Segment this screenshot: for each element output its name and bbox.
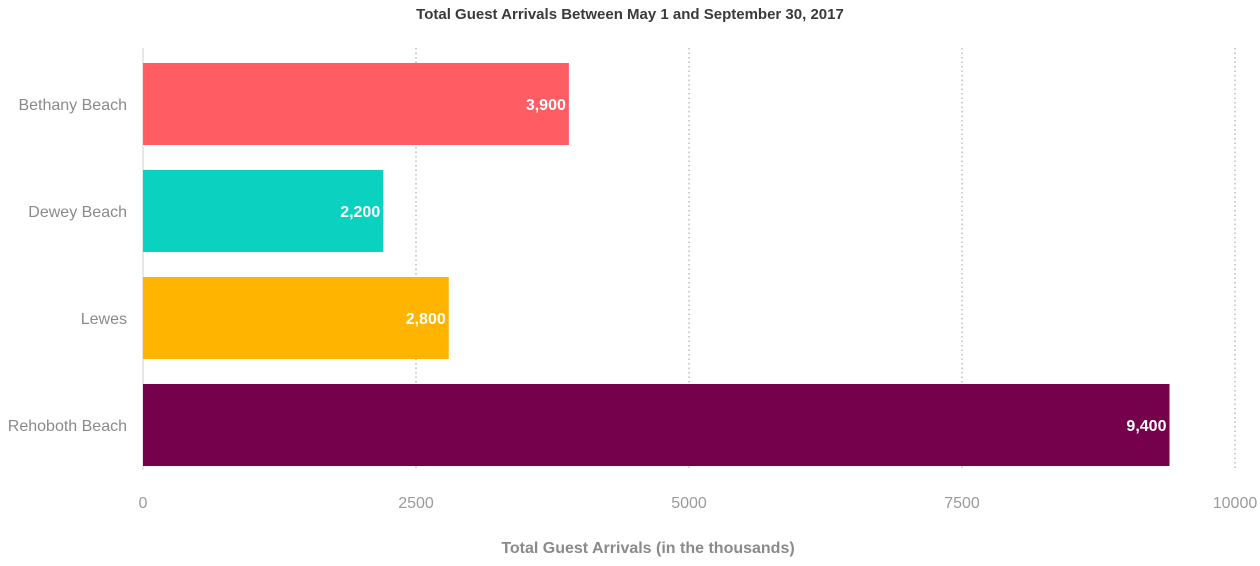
bar-value-label-1: 2,200 (340, 204, 380, 221)
category-label-1: Dewey Beach (28, 204, 127, 221)
bar-value-label-0: 3,900 (526, 97, 566, 114)
bar-value-label-3: 9,400 (1126, 418, 1166, 435)
x-tick-label-2: 5000 (671, 495, 707, 512)
x-tick-label-4: 10000 (1213, 495, 1258, 512)
x-tick-label-0: 0 (139, 495, 148, 512)
x-tick-label-1: 2500 (398, 495, 434, 512)
x-axis-title: Total Guest Arrivals (in the thousands) (501, 540, 795, 557)
bar-3 (143, 384, 1170, 466)
bar-0 (143, 63, 569, 145)
bar-value-label-2: 2,800 (406, 311, 446, 328)
x-tick-labels: 0 2500 5000 7500 10000 (139, 495, 1258, 512)
category-label-2: Lewes (81, 311, 127, 328)
category-label-3: Rehoboth Beach (8, 418, 127, 435)
bars: 3,900 2,200 2,800 9,400 (143, 63, 1170, 466)
category-label-0: Bethany Beach (18, 97, 127, 114)
bar-2 (143, 277, 449, 359)
bar-1 (143, 170, 384, 252)
y-tick-labels: Bethany Beach Dewey Beach Lewes Rehoboth Be… (8, 97, 127, 435)
x-tick-label-3: 7500 (944, 495, 980, 512)
chart-title: Total Guest Arrivals Between May 1 and S… (416, 6, 844, 23)
